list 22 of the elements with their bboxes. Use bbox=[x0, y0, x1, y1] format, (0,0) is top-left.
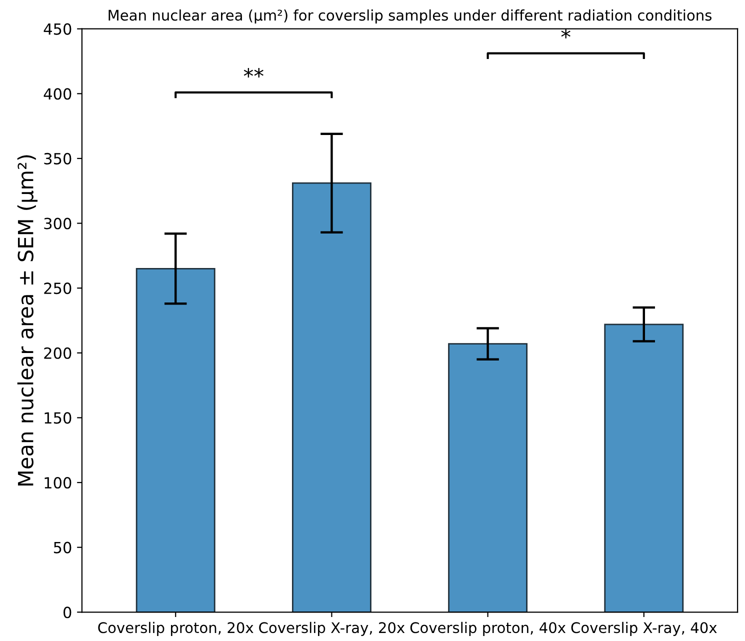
x-tick-label: Coverslip X-ray, 40x bbox=[571, 622, 717, 636]
bar bbox=[292, 182, 372, 612]
x-tick-label: Coverslip proton, 20x bbox=[98, 622, 254, 636]
y-tick-label: 400 bbox=[44, 88, 72, 100]
chart-title: Mean nuclear area (µm²) for coverslip samples under different radiation conditions bbox=[108, 9, 712, 24]
y-axis-title: Mean nuclear area ± SEM (µm²) bbox=[17, 155, 38, 486]
y-tick-label: 350 bbox=[44, 152, 72, 164]
y-tick-label: 100 bbox=[44, 476, 72, 489]
annotation: ** bbox=[244, 68, 264, 78]
y-tick-label: 0 bbox=[64, 606, 72, 618]
bar bbox=[604, 324, 684, 612]
x-tick-label: Coverslip proton, 40x bbox=[410, 622, 566, 636]
x-tick-label: Coverslip X-ray, 20x bbox=[259, 622, 405, 636]
bar bbox=[448, 343, 528, 612]
annotation: * bbox=[561, 28, 570, 38]
bar bbox=[136, 268, 216, 612]
y-tick-label: 250 bbox=[44, 282, 72, 294]
y-tick-label: 50 bbox=[54, 542, 72, 554]
y-tick-label: 200 bbox=[44, 347, 72, 359]
y-tick-label: 300 bbox=[44, 218, 72, 230]
y-tick-label: 450 bbox=[44, 23, 72, 35]
y-tick-label: 150 bbox=[44, 412, 72, 424]
